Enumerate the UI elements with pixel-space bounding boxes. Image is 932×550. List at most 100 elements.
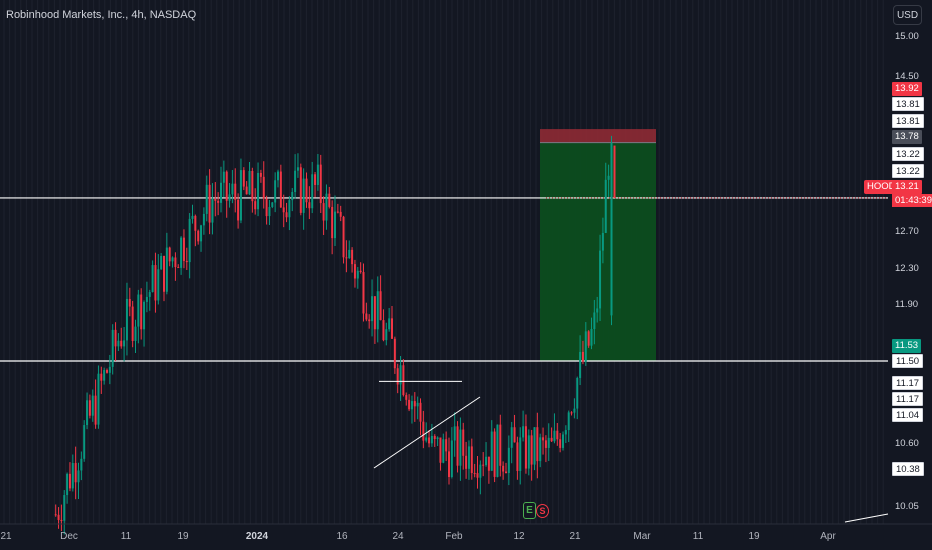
candle-body bbox=[106, 370, 108, 373]
candle-body bbox=[294, 170, 297, 193]
candle-body bbox=[567, 412, 570, 431]
candle-body bbox=[288, 200, 291, 218]
currency-button[interactable]: USD bbox=[893, 5, 922, 25]
candle-body bbox=[242, 170, 245, 187]
price-label: 13.22 bbox=[892, 147, 924, 161]
candle-body bbox=[556, 430, 559, 440]
price-tick: 15.00 bbox=[895, 31, 919, 42]
candle-body bbox=[533, 427, 536, 465]
candle-body bbox=[74, 463, 77, 483]
candle-body bbox=[584, 331, 587, 362]
candle-body bbox=[487, 456, 490, 471]
candle-body bbox=[490, 431, 493, 471]
price-tick: 12.70 bbox=[895, 226, 919, 237]
low-price-badge: 10.38 bbox=[892, 462, 924, 476]
candle-body bbox=[217, 200, 220, 203]
candle-body bbox=[544, 440, 547, 448]
candle-body bbox=[259, 172, 262, 177]
time-tick: 12 bbox=[513, 531, 525, 542]
candle-body bbox=[362, 272, 365, 314]
candle-body bbox=[239, 170, 242, 221]
candle-body bbox=[148, 292, 151, 297]
candle-body bbox=[516, 442, 519, 471]
candle-body bbox=[448, 451, 450, 478]
price-tick: 11.90 bbox=[895, 299, 919, 310]
candle-body bbox=[220, 182, 222, 203]
chart-title: Robinhood Markets, Inc., 4h, NASDAQ bbox=[6, 9, 197, 21]
candle-body bbox=[385, 329, 388, 341]
candle-body bbox=[607, 175, 610, 180]
candle-body bbox=[453, 426, 456, 441]
candle-body bbox=[111, 329, 114, 367]
candle-body bbox=[299, 167, 302, 213]
candle-body bbox=[117, 340, 120, 347]
profit-zone[interactable] bbox=[540, 142, 656, 361]
candle-body bbox=[311, 174, 314, 209]
candle-body bbox=[485, 456, 488, 466]
candle-body bbox=[277, 171, 279, 181]
candle-body bbox=[596, 308, 599, 313]
candle-body bbox=[573, 408, 576, 413]
candle-body bbox=[140, 294, 143, 330]
candle-body bbox=[442, 439, 445, 463]
candle-body bbox=[428, 437, 431, 444]
candle-body bbox=[71, 463, 74, 489]
candle-body bbox=[416, 402, 419, 407]
trendline-support[interactable] bbox=[373, 396, 481, 469]
candle-body bbox=[502, 465, 505, 472]
candle-body bbox=[413, 401, 416, 407]
candle-body bbox=[325, 193, 328, 221]
price-tick: 12.30 bbox=[895, 263, 919, 274]
trendline-corner[interactable] bbox=[844, 513, 889, 523]
candle-body bbox=[353, 264, 356, 279]
candle-body bbox=[143, 301, 146, 330]
candle-body bbox=[499, 424, 502, 466]
candle-body bbox=[191, 215, 194, 219]
stop-zone[interactable] bbox=[540, 129, 656, 143]
time-tick: 11 bbox=[120, 531, 132, 542]
candle-body bbox=[234, 183, 237, 200]
price-tick: 10.60 bbox=[895, 438, 919, 449]
candle-body bbox=[550, 437, 553, 442]
candle-body bbox=[225, 171, 228, 201]
candle-body bbox=[214, 198, 217, 201]
candle-body bbox=[282, 207, 285, 213]
candle-body bbox=[339, 211, 342, 217]
candle-body bbox=[576, 377, 579, 409]
candle-body bbox=[188, 218, 191, 263]
candle-body bbox=[393, 338, 396, 369]
candle-body bbox=[410, 401, 413, 410]
candle-body bbox=[599, 250, 602, 309]
candle-body bbox=[108, 366, 111, 373]
candle-body bbox=[610, 142, 613, 316]
candle-body bbox=[177, 267, 180, 269]
candle-body bbox=[519, 437, 522, 471]
candle-body bbox=[359, 270, 362, 273]
time-tick: Apr bbox=[820, 531, 836, 542]
candle-body bbox=[479, 464, 482, 478]
candle-body bbox=[296, 167, 299, 171]
split-event-icon[interactable]: S bbox=[536, 504, 549, 518]
candle-body bbox=[245, 186, 248, 195]
candle-body bbox=[125, 298, 128, 341]
time-tick: 16 bbox=[336, 531, 348, 542]
target-price-badge: 11.53 bbox=[892, 339, 922, 353]
time-tick: 11 bbox=[692, 531, 704, 542]
candle-body bbox=[493, 431, 496, 477]
time-tick: Mar bbox=[633, 531, 651, 542]
candle-body bbox=[103, 370, 106, 381]
candle-body bbox=[581, 351, 584, 362]
candle-body bbox=[482, 464, 485, 466]
candle-body bbox=[185, 260, 188, 263]
candle-body bbox=[291, 192, 294, 201]
price-label: 11.04 bbox=[892, 408, 924, 422]
earnings-event-icon[interactable]: E bbox=[523, 502, 536, 519]
short-position-tool[interactable] bbox=[540, 129, 656, 361]
candle-body bbox=[334, 211, 336, 239]
candle-body bbox=[496, 424, 499, 477]
entry-price-badge: 13.78 bbox=[892, 130, 922, 144]
candle-body bbox=[194, 215, 197, 231]
candle-body bbox=[445, 439, 448, 452]
candle-body bbox=[336, 211, 339, 213]
